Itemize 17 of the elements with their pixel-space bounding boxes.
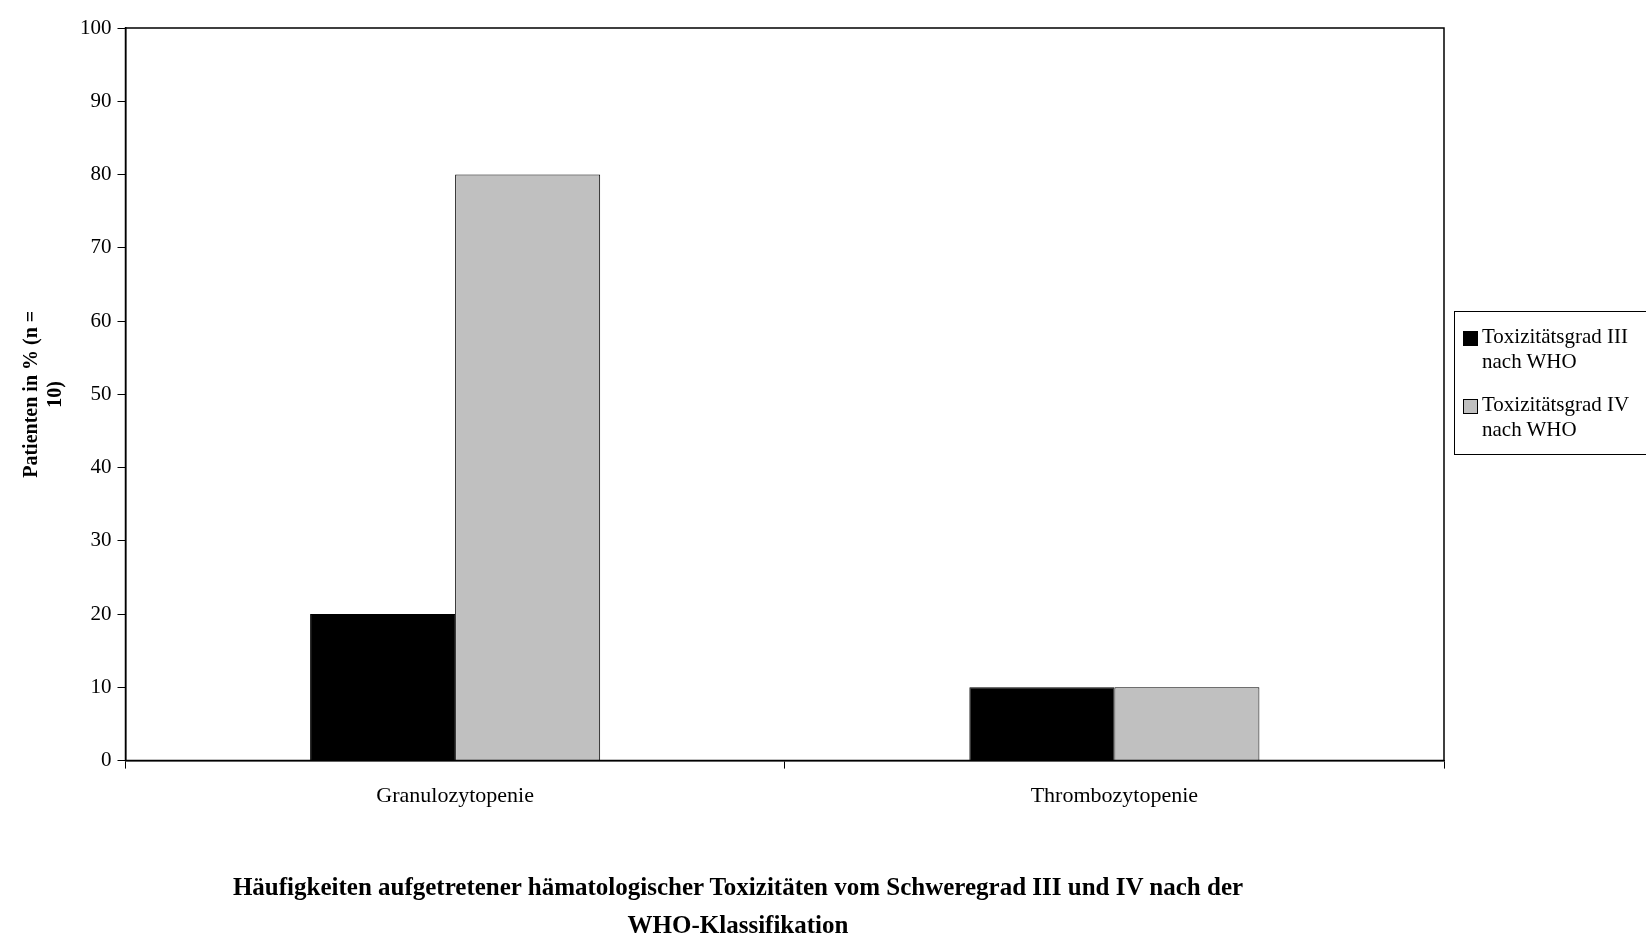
y-tick-label: 20 xyxy=(90,600,112,625)
y-tick-label: 0 xyxy=(101,747,112,772)
y-tick-label: 70 xyxy=(90,234,112,259)
y-tick-label: 30 xyxy=(90,527,112,552)
x-tick-label: Thrombozytopenie xyxy=(1030,781,1199,807)
y-tick-label: 80 xyxy=(90,161,112,186)
legend-label: Toxizitätsgrad III nach WHO xyxy=(1482,324,1630,374)
y-tick-label: 90 xyxy=(90,87,112,112)
y-tick-label: 100 xyxy=(80,14,112,39)
y-tick-label: 60 xyxy=(90,307,112,332)
y-tick-label: 10 xyxy=(90,673,112,698)
legend-label: Toxizitätsgrad IV nach WHO xyxy=(1482,392,1630,442)
x-tick-label: Granulozytopenie xyxy=(376,781,534,807)
y-tick-label: 50 xyxy=(90,380,112,405)
y-tick-label: 40 xyxy=(90,454,112,479)
x-axis-title: Häufigkeiten aufgetretener hämatologischer Toxizitäten vom Schweregrad III und IV nach der WHO-Klassifikation xyxy=(231,872,1245,940)
y-axis-title: Patienten in % (n = 10) xyxy=(19,310,67,478)
